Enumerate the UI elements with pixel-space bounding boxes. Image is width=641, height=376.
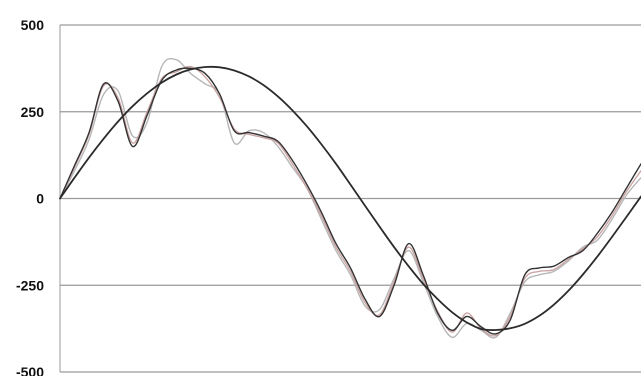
series-line-1: [59, 67, 641, 335]
y-tick-label: 0: [36, 191, 44, 207]
series-line-2: [59, 65, 641, 337]
y-tick-label: 250: [21, 104, 45, 120]
series-layer: [59, 57, 641, 339]
series-line-0: [59, 65, 641, 331]
y-tick-label: 500: [21, 17, 45, 33]
gridlines: [60, 24, 641, 373]
y-axis-tick-labels: 500 250 0 -250 -500: [16, 17, 44, 376]
y-tick-label: -500: [16, 364, 44, 376]
y-tick-label: -250: [16, 277, 44, 293]
series-line-3: [59, 57, 641, 339]
